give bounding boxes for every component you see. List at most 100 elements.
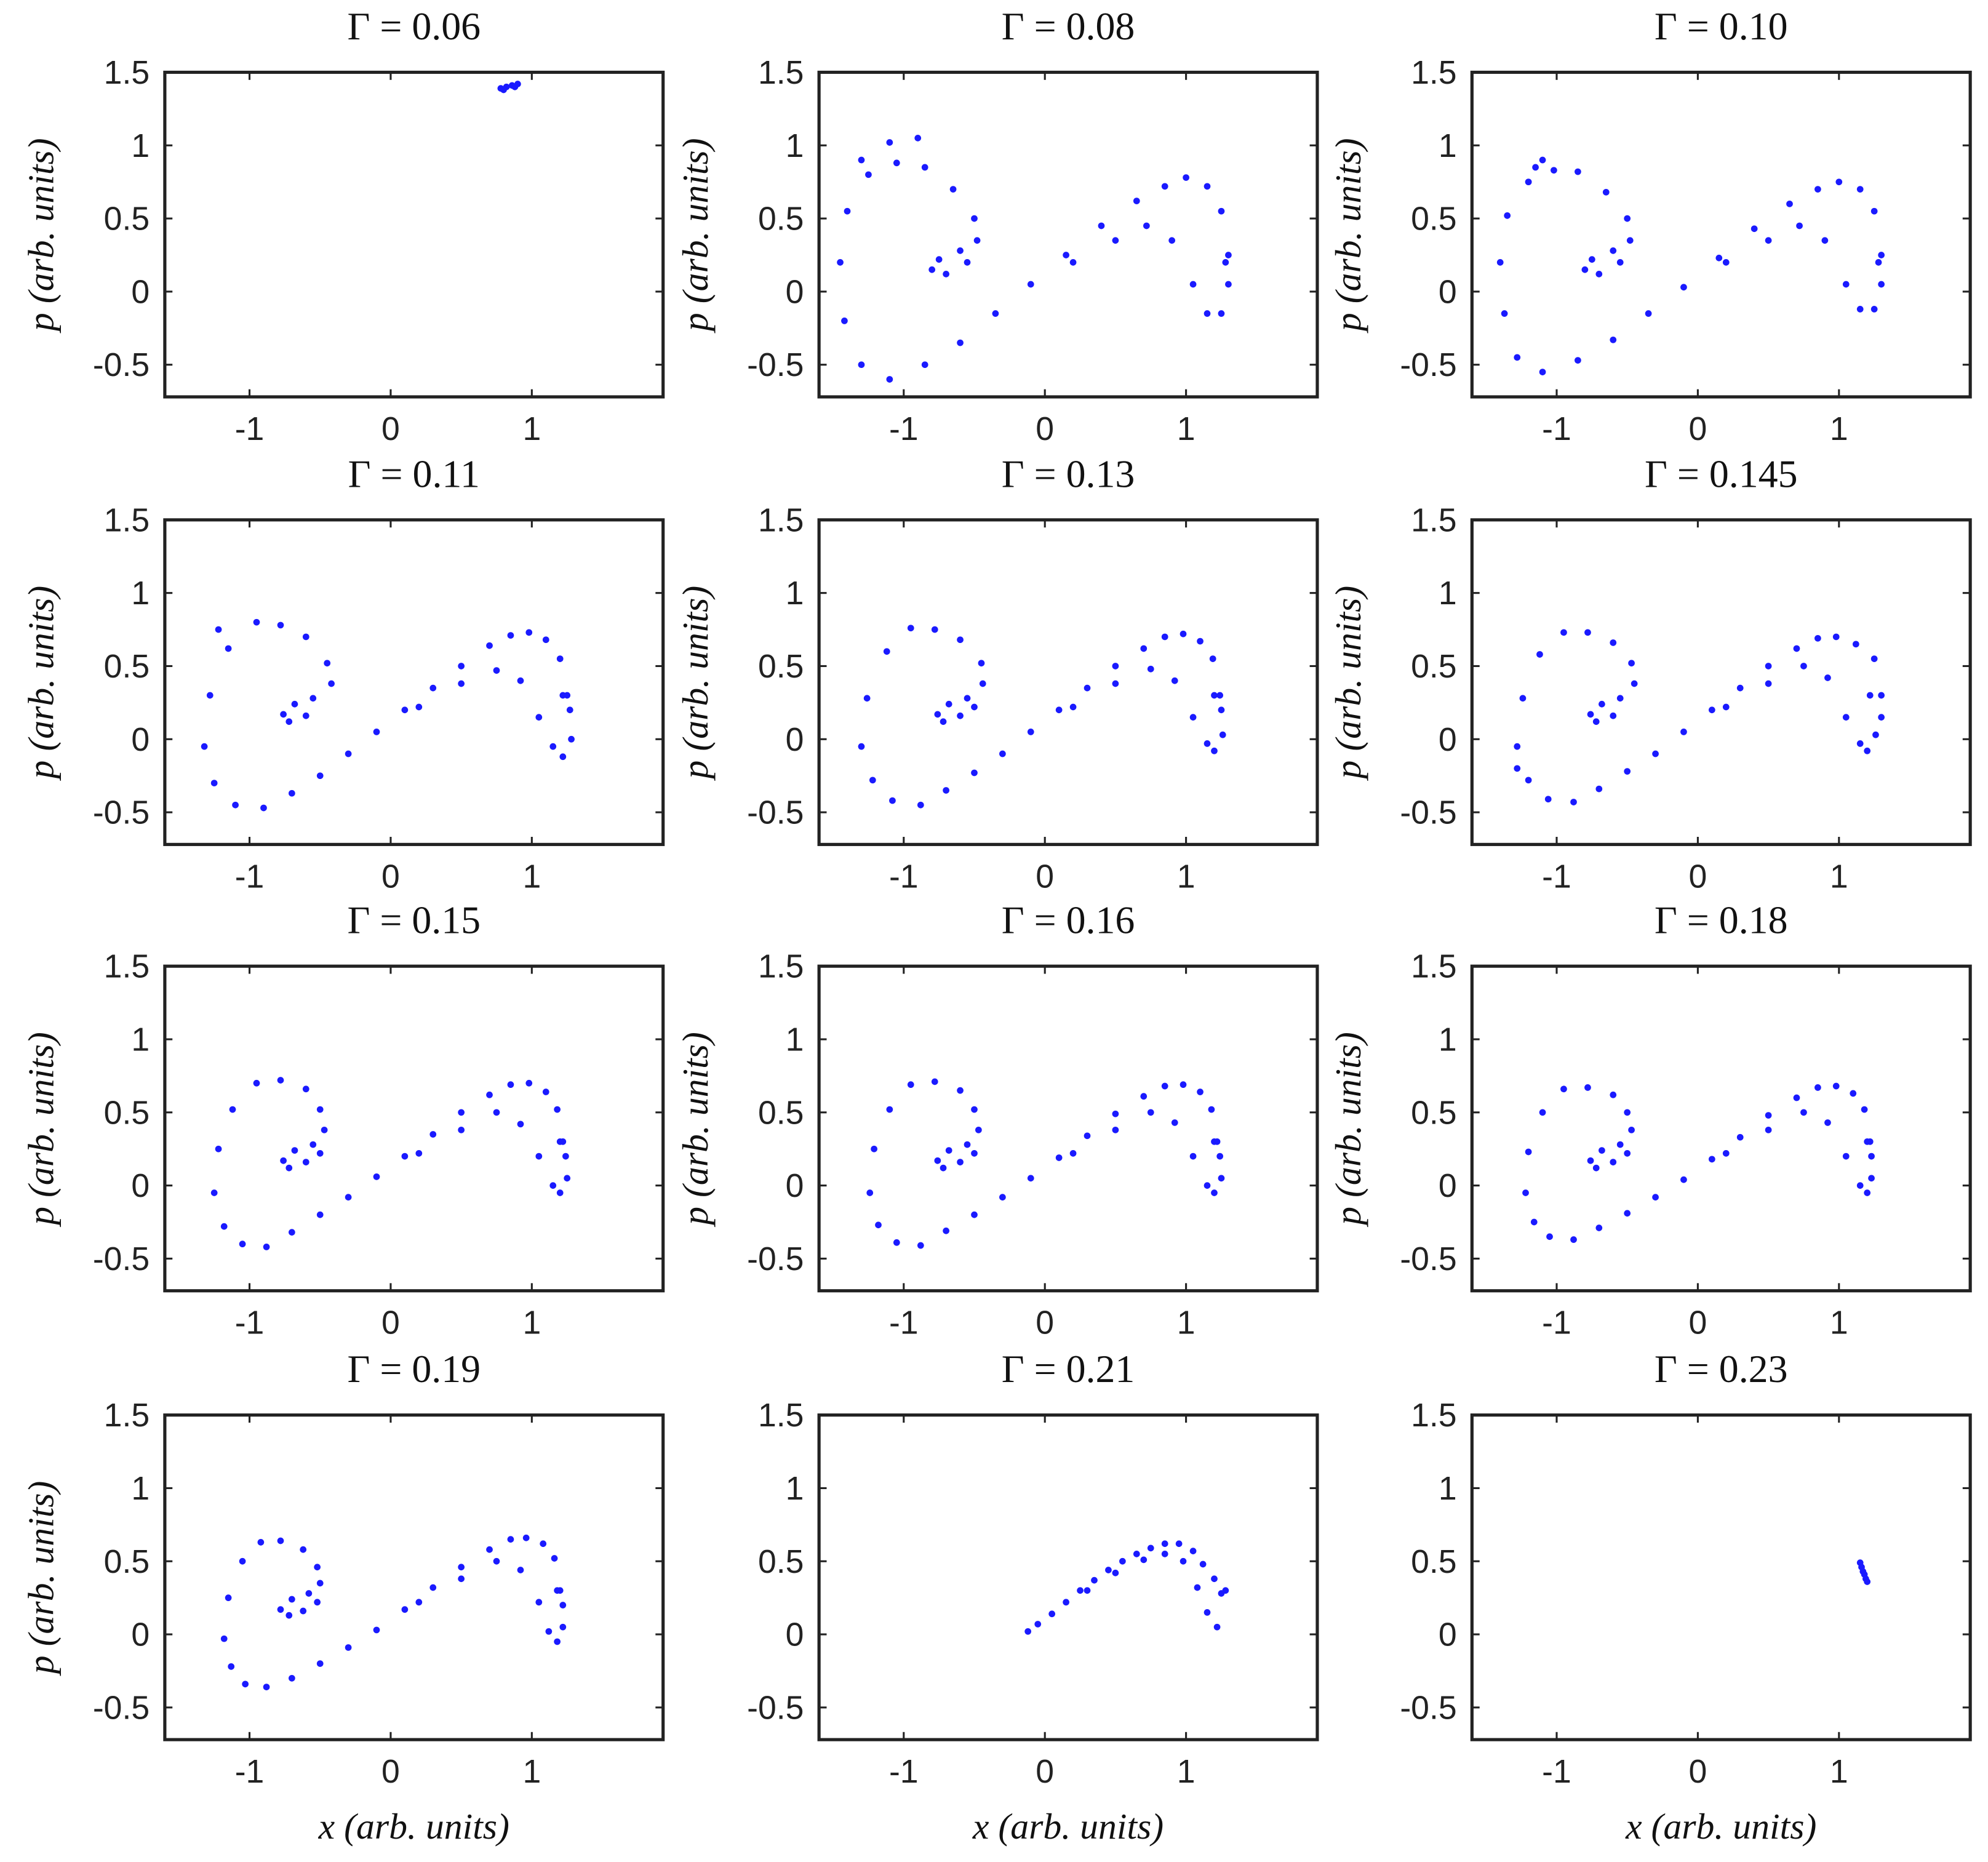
point: [1525, 777, 1532, 784]
point: [1105, 1567, 1112, 1573]
y-tick-label: 0.5: [1411, 1544, 1456, 1580]
point: [1570, 799, 1577, 805]
point: [1194, 1584, 1201, 1591]
y-tick-label: 1: [131, 1022, 150, 1058]
point: [415, 703, 423, 711]
point: [1821, 237, 1829, 244]
point: [1765, 1126, 1772, 1133]
point: [535, 714, 543, 721]
x-tick-label: 1: [522, 1305, 541, 1341]
point: [1736, 1133, 1744, 1141]
point: [1536, 651, 1543, 658]
point: [559, 1623, 567, 1631]
point: [277, 621, 284, 629]
point: [1209, 655, 1216, 662]
point: [1222, 1587, 1229, 1594]
point: [1189, 1153, 1197, 1160]
point: [1856, 1182, 1864, 1189]
point: [1652, 750, 1659, 757]
y-tick-label: 0: [1439, 722, 1457, 758]
point: [1204, 310, 1211, 317]
point: [1147, 1109, 1154, 1116]
point: [225, 645, 232, 652]
point: [458, 1564, 465, 1571]
y-axis-label: p (arb. units): [21, 1032, 62, 1228]
y-tick-label: 0: [131, 1168, 150, 1204]
point: [1219, 731, 1226, 738]
y-tick-label: 0.5: [758, 1095, 804, 1131]
point: [949, 186, 957, 193]
x-tick-label: 1: [1177, 858, 1196, 895]
point: [215, 626, 222, 633]
point: [277, 1606, 284, 1613]
point: [316, 1106, 324, 1113]
point: [971, 215, 978, 222]
point: [288, 789, 295, 797]
point: [239, 1557, 246, 1565]
point: [253, 1079, 260, 1087]
point: [1708, 1156, 1715, 1163]
point: [321, 1126, 328, 1133]
point: [971, 1149, 978, 1157]
point: [858, 361, 865, 369]
y-tick-label: -0.5: [93, 1241, 150, 1277]
point: [401, 706, 409, 714]
point: [493, 667, 500, 674]
point: [1595, 271, 1603, 278]
y-tick-label: 1.5: [758, 949, 804, 985]
point: [288, 1229, 295, 1236]
point: [844, 207, 851, 215]
point: [458, 680, 465, 687]
point: [1842, 714, 1850, 721]
point: [1147, 665, 1154, 673]
y-tick-label: 0: [1439, 1168, 1457, 1204]
point: [1098, 222, 1105, 230]
x-axis-label: x (arb. units): [318, 1806, 509, 1847]
point: [260, 804, 267, 812]
point: [263, 1684, 270, 1690]
y-tick-label: 0: [786, 1168, 804, 1204]
point: [1864, 1138, 1871, 1145]
point: [1878, 692, 1885, 699]
point: [517, 677, 524, 684]
x-tick-label: 1: [522, 411, 541, 447]
point: [1140, 1556, 1148, 1564]
point: [1216, 692, 1224, 699]
point: [1750, 225, 1758, 233]
point: [1055, 706, 1063, 714]
point: [1069, 259, 1077, 266]
point: [1560, 629, 1567, 636]
y-tick-label: 1: [1439, 575, 1457, 612]
point: [1584, 1084, 1591, 1091]
point: [1584, 629, 1591, 636]
point: [1171, 677, 1178, 684]
point: [1161, 1540, 1168, 1548]
panel-title: Γ = 0.13: [1002, 452, 1135, 495]
y-axis-label: p (arb. units): [21, 1481, 62, 1677]
y-tick-label: 0.5: [758, 649, 804, 685]
point: [886, 376, 893, 383]
point: [511, 83, 519, 90]
point: [1211, 747, 1218, 754]
point: [564, 1175, 571, 1182]
point: [1856, 306, 1864, 313]
point: [1055, 1154, 1063, 1161]
point: [943, 271, 949, 278]
point: [1027, 729, 1034, 735]
point: [1736, 684, 1744, 692]
point: [1875, 259, 1882, 266]
point: [1211, 1575, 1218, 1583]
point: [559, 692, 567, 699]
point: [554, 1106, 561, 1113]
y-tick-label: 1: [786, 1022, 804, 1058]
point: [1522, 1189, 1529, 1196]
point: [1765, 1112, 1772, 1119]
point: [562, 1153, 569, 1160]
point: [1183, 174, 1189, 181]
point: [940, 1164, 947, 1172]
point: [1199, 1560, 1207, 1568]
x-tick-label: 0: [1688, 1754, 1707, 1790]
x-tick-label: 1: [1830, 1754, 1848, 1790]
x-tick-label: 1: [522, 1754, 541, 1790]
point: [1112, 237, 1119, 244]
